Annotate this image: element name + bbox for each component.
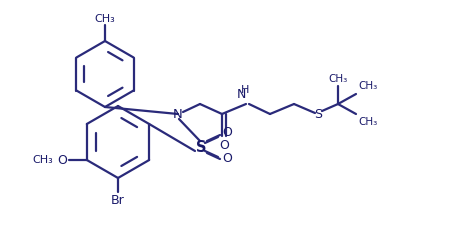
Text: O: O <box>222 127 232 140</box>
Text: N: N <box>236 88 246 101</box>
Text: CH₃: CH₃ <box>95 14 116 24</box>
Text: Br: Br <box>111 194 125 207</box>
Text: CH₃: CH₃ <box>358 81 377 91</box>
Text: CH₃: CH₃ <box>358 117 377 127</box>
Text: O: O <box>222 152 232 166</box>
Text: CH₃: CH₃ <box>329 74 348 84</box>
Text: S: S <box>314 108 322 120</box>
Text: O: O <box>57 153 67 167</box>
Text: O: O <box>219 139 229 152</box>
Text: H: H <box>241 85 249 95</box>
Text: CH₃: CH₃ <box>32 155 53 165</box>
Text: S: S <box>196 140 206 154</box>
Text: N: N <box>173 108 183 120</box>
